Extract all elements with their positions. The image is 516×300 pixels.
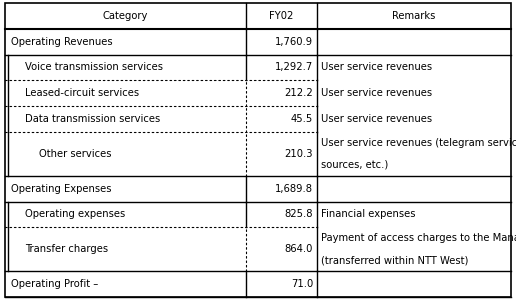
Text: Financial expenses: Financial expenses [321, 209, 416, 220]
Text: Payment of access charges to the Management Business: Payment of access charges to the Managem… [321, 233, 516, 243]
Text: (transferred within NTT West): (transferred within NTT West) [321, 255, 469, 265]
Text: 212.2: 212.2 [284, 88, 313, 98]
Text: 45.5: 45.5 [291, 114, 313, 124]
Text: Operating expenses: Operating expenses [25, 209, 125, 220]
Text: sources, etc.): sources, etc.) [321, 160, 389, 170]
Text: 71.0: 71.0 [291, 279, 313, 289]
Text: Transfer charges: Transfer charges [25, 244, 108, 254]
Text: User service revenues (telegram services, miscellaneous: User service revenues (telegram services… [321, 138, 516, 148]
Text: Operating Revenues: Operating Revenues [11, 37, 113, 47]
Text: User service revenues: User service revenues [321, 62, 432, 73]
Text: 210.3: 210.3 [284, 149, 313, 159]
Text: Category: Category [103, 11, 148, 21]
Text: User service revenues: User service revenues [321, 88, 432, 98]
Text: 1,760.9: 1,760.9 [275, 37, 313, 47]
Text: 1,292.7: 1,292.7 [275, 62, 313, 73]
Text: 1,689.8: 1,689.8 [275, 184, 313, 194]
Text: Remarks: Remarks [392, 11, 436, 21]
Text: Other services: Other services [39, 149, 111, 159]
Text: User service revenues: User service revenues [321, 114, 432, 124]
Text: 825.8: 825.8 [284, 209, 313, 220]
Text: 864.0: 864.0 [285, 244, 313, 254]
Text: Operating Expenses: Operating Expenses [11, 184, 112, 194]
Text: Data transmission services: Data transmission services [25, 114, 160, 124]
Text: Leased-circuit services: Leased-circuit services [25, 88, 139, 98]
Text: FY02: FY02 [269, 11, 294, 21]
Text: Voice transmission services: Voice transmission services [25, 62, 163, 73]
Text: Operating Profit –: Operating Profit – [11, 279, 99, 289]
